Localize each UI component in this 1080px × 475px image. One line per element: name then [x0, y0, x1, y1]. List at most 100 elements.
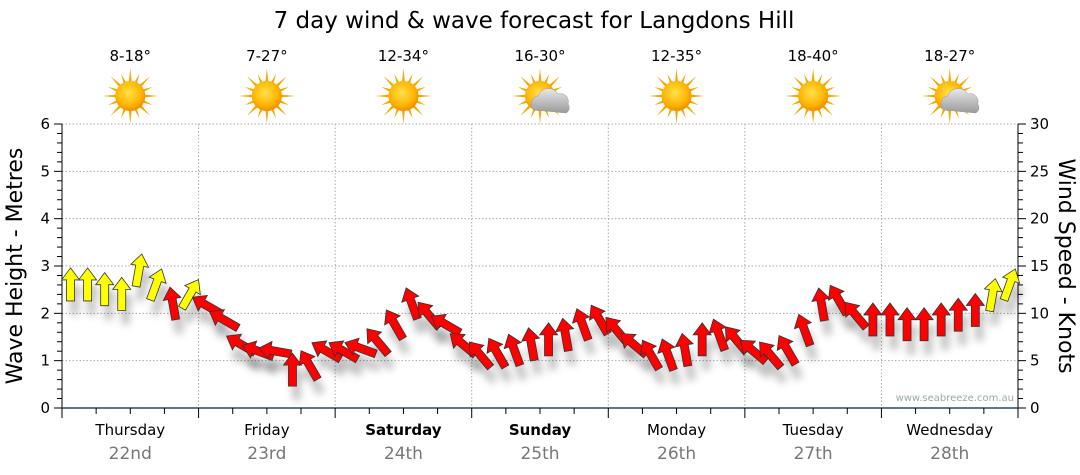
wind-arrow	[401, 287, 422, 321]
sun-ray	[520, 76, 532, 88]
sun-ray	[656, 76, 669, 88]
sun-ray	[383, 104, 396, 116]
sun-ray	[538, 108, 542, 124]
sun-disc	[251, 81, 282, 111]
sun-ray	[238, 94, 254, 98]
sun-ray	[110, 76, 123, 88]
sun-ray	[648, 94, 664, 98]
left-tick-label: 3	[40, 257, 50, 275]
sun-ray	[265, 68, 269, 84]
wind-arrow	[384, 309, 407, 342]
wind-arrow-shadow	[744, 354, 773, 379]
wind-arrow	[257, 340, 293, 361]
sun-ray	[821, 104, 833, 116]
wind-arrow	[931, 302, 951, 337]
wind-arrow	[521, 327, 541, 362]
sun-ray	[128, 68, 132, 84]
wind-arrow	[588, 304, 612, 337]
wind-arrow	[571, 308, 593, 342]
temperature-label: 12-34°	[378, 47, 429, 65]
wind-arrow	[366, 328, 392, 358]
wind-arrow	[759, 341, 785, 371]
wind-arrow	[793, 313, 815, 348]
cloud	[530, 88, 570, 114]
sun-ray	[957, 76, 970, 88]
sun-ray	[375, 94, 391, 98]
date-label: 23rd	[247, 444, 286, 464]
day-label: Saturday	[365, 421, 442, 439]
temperature-label: 18-40°	[788, 47, 839, 65]
left-tick-label: 5	[40, 162, 50, 180]
wind-arrow	[344, 337, 378, 359]
sun-ray	[921, 94, 937, 98]
wind-arrow-shadow	[848, 316, 874, 345]
day-label: Monday	[647, 421, 706, 439]
sun-ray	[247, 76, 259, 88]
day-label: Tuesday	[782, 421, 844, 439]
sun-ray	[948, 108, 952, 124]
watermark[interactable]: www.seabreeze.com.au	[896, 393, 1014, 404]
temperature-label: 16-30°	[514, 47, 565, 65]
wind-arrow	[94, 271, 115, 307]
date-label: 24th	[384, 444, 423, 464]
wind-arrow	[77, 267, 98, 302]
sun-ray	[411, 76, 424, 88]
sun-ray	[110, 104, 123, 116]
right-tick-label: 25	[1030, 162, 1049, 180]
sun-ray	[821, 76, 833, 88]
sun-ray	[929, 104, 942, 116]
sun-ray	[684, 76, 697, 88]
sun-ray	[948, 68, 952, 84]
sun-ray	[785, 94, 801, 98]
wind-arrow	[178, 279, 201, 311]
sun-ray	[811, 68, 815, 84]
wind-arrow	[880, 302, 900, 337]
wind-arrow	[914, 307, 934, 342]
sun-ray	[102, 94, 118, 98]
right-axis-label: Wind Speed - Knots	[1053, 158, 1078, 373]
wind-arrow	[430, 313, 463, 337]
sun-icon	[648, 68, 705, 124]
sun-ray	[793, 76, 806, 88]
sun-ray	[138, 104, 151, 116]
right-tick-label: 15	[1030, 257, 1049, 275]
wind-arrow	[999, 268, 1021, 302]
sun-ray	[128, 108, 132, 124]
temperature-label: 12-35°	[651, 47, 702, 65]
wind-arrow-shadow	[473, 355, 498, 384]
sun-ray	[279, 94, 295, 98]
sun-ray	[811, 108, 815, 124]
sun-icon	[785, 68, 842, 124]
sun-disc	[388, 81, 419, 111]
wind-arrow	[208, 309, 241, 332]
day-label: Sunday	[509, 421, 572, 439]
sun-icon	[375, 68, 432, 124]
right-tick-label: 5	[1030, 352, 1040, 370]
right-tick-label: 30	[1030, 115, 1049, 133]
wind-arrow	[844, 301, 870, 331]
wind-arrow	[503, 333, 525, 368]
date-label: 25th	[520, 444, 559, 464]
sun-disc	[115, 81, 146, 111]
sun-ray	[512, 94, 528, 98]
wind-arrow-shadow	[315, 354, 347, 377]
sun-ray	[138, 76, 151, 88]
date-label: 26th	[657, 444, 696, 464]
wind-arrow-shadow	[332, 354, 364, 377]
left-tick-label: 0	[40, 399, 50, 417]
sun-ray	[274, 76, 287, 88]
chart-title: 7 day wind & wave forecast for Langdons …	[274, 8, 795, 34]
sun-ray	[274, 104, 287, 116]
wind-arrow	[162, 286, 182, 321]
left-axis-label: Wave Height - Metres	[3, 148, 28, 385]
sun-ray	[538, 68, 542, 84]
sun-ray	[383, 76, 396, 88]
sun-ray	[675, 68, 679, 84]
sun-icon	[238, 68, 295, 124]
wind-arrow	[486, 337, 510, 370]
sun-icon	[102, 68, 159, 124]
sun-disc	[661, 81, 692, 111]
sun-ray	[929, 76, 942, 88]
day-headers: 8-18° 7-27° 12-34° 16-30° 12-35° 18-40° 18-27°	[102, 47, 980, 124]
